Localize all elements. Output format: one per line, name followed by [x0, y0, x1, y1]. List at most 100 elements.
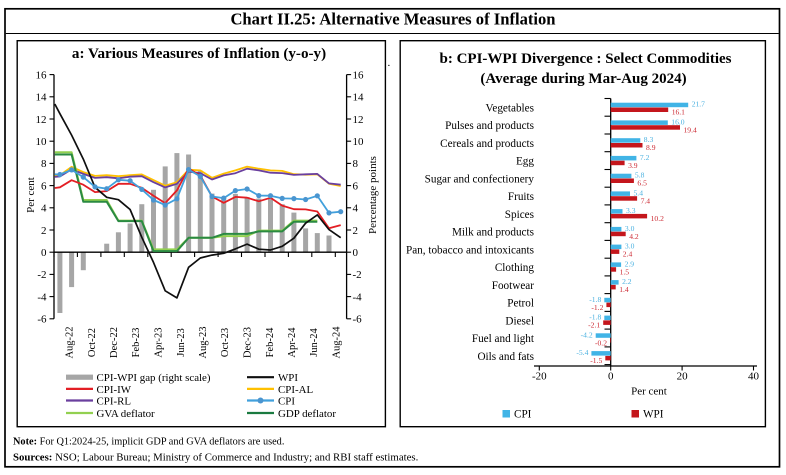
svg-text:Aug-22: Aug-22	[65, 326, 76, 358]
svg-text:-6: -6	[353, 314, 363, 326]
svg-text:CPI-RL: CPI-RL	[97, 396, 132, 408]
svg-text:Apr-24: Apr-24	[287, 327, 298, 358]
svg-text:0: 0	[608, 371, 614, 383]
svg-text:Dec-22: Dec-22	[109, 327, 120, 358]
svg-text:Aug-23: Aug-23	[198, 326, 209, 358]
svg-text:Pulses and products: Pulses and products	[445, 120, 534, 132]
svg-text:16.0: 16.0	[671, 117, 684, 126]
svg-text:Dec-23: Dec-23	[243, 327, 254, 358]
svg-text:8: 8	[353, 158, 359, 170]
svg-text:8.9: 8.9	[646, 143, 656, 152]
svg-text:7.2: 7.2	[640, 153, 650, 162]
svg-text:-6: -6	[37, 314, 47, 326]
svg-text:CPI-AL: CPI-AL	[278, 384, 313, 396]
svg-text:a: Various Measures of Inflati: a: Various Measures of Inflation (y-o-y)	[72, 46, 326, 62]
svg-text:Footwear: Footwear	[492, 280, 535, 292]
svg-text:-2: -2	[353, 269, 362, 281]
svg-text:Jun-24: Jun-24	[309, 327, 320, 356]
svg-text:CPI: CPI	[514, 409, 532, 421]
svg-text:CPI-IW: CPI-IW	[97, 384, 132, 396]
svg-text:Sugar and confectionery: Sugar and confectionery	[425, 173, 535, 185]
svg-text:3.0: 3.0	[625, 242, 635, 251]
svg-text:Fuel and light: Fuel and light	[472, 333, 535, 345]
svg-text:16: 16	[353, 69, 365, 81]
svg-text:3.3: 3.3	[626, 206, 636, 215]
svg-text:6: 6	[41, 180, 47, 192]
svg-text:6: 6	[353, 180, 359, 192]
svg-text:10: 10	[36, 136, 48, 148]
svg-text:4.2: 4.2	[629, 232, 639, 241]
svg-text:-20: -20	[532, 371, 547, 383]
svg-text:16.1: 16.1	[672, 108, 685, 117]
svg-text:Fruits: Fruits	[508, 191, 534, 203]
svg-text:-4: -4	[353, 291, 363, 303]
svg-text:Aug-24: Aug-24	[332, 326, 343, 359]
svg-text:21.7: 21.7	[692, 100, 705, 109]
svg-text:Note: For Q1:2024-25, implicit: Note: For Q1:2024-25, implicit GDP and G…	[13, 437, 284, 448]
svg-text:0: 0	[353, 247, 359, 259]
svg-text:2.2: 2.2	[622, 277, 632, 286]
svg-text:.: .	[388, 57, 391, 69]
svg-text:-1.2: -1.2	[591, 303, 603, 312]
svg-text:12: 12	[36, 114, 47, 126]
svg-text:12: 12	[353, 114, 364, 126]
svg-text:-1.8: -1.8	[589, 313, 601, 322]
svg-text:10: 10	[353, 136, 365, 148]
svg-text:GVA deflator: GVA deflator	[97, 408, 156, 420]
svg-text:2: 2	[353, 225, 359, 237]
svg-text:-4.2: -4.2	[581, 330, 593, 339]
svg-text:Vegetables: Vegetables	[486, 102, 534, 114]
svg-text:WPI: WPI	[278, 372, 298, 384]
svg-text:40: 40	[748, 371, 760, 383]
svg-text:2: 2	[41, 225, 47, 237]
svg-text:GDP deflator: GDP deflator	[278, 408, 336, 420]
svg-text:Jun-23: Jun-23	[176, 328, 187, 357]
svg-text:(Average during Mar-Aug 2024): (Average during Mar-Aug 2024)	[480, 71, 686, 87]
svg-text:-5.4: -5.4	[576, 348, 588, 357]
svg-text:4: 4	[41, 203, 47, 215]
svg-text:Clothing: Clothing	[495, 262, 535, 274]
svg-text:1.4: 1.4	[619, 285, 629, 294]
svg-text:2.4: 2.4	[623, 250, 633, 259]
svg-text:Diesel: Diesel	[505, 315, 534, 327]
svg-text:Apr-23: Apr-23	[154, 327, 165, 357]
svg-text:Oct-23: Oct-23	[220, 328, 231, 357]
svg-text:Percentage points: Percentage points	[367, 156, 379, 234]
svg-text:CPI-WPI gap (right scale): CPI-WPI gap (right scale)	[97, 372, 211, 384]
svg-text:Cereals and products: Cereals and products	[440, 138, 534, 150]
svg-text:20: 20	[677, 371, 689, 383]
svg-text:Per cent: Per cent	[631, 386, 667, 398]
svg-text:14: 14	[353, 92, 365, 104]
svg-text:-0.2: -0.2	[595, 338, 607, 347]
svg-text:Per cent: Per cent	[25, 177, 37, 213]
svg-text:-4: -4	[37, 291, 47, 303]
svg-text:b: CPI-WPI Divergence : Select: b: CPI-WPI Divergence : Select Commoditi…	[439, 51, 731, 67]
svg-text:Petrol: Petrol	[507, 298, 534, 310]
svg-text:8: 8	[41, 158, 47, 170]
svg-text:0: 0	[41, 247, 47, 259]
svg-text:Oils and fats: Oils and fats	[477, 351, 534, 363]
svg-text:-2.1: -2.1	[588, 321, 600, 330]
svg-text:-1.8: -1.8	[589, 295, 601, 304]
svg-text:5.8: 5.8	[635, 171, 645, 180]
svg-text:Sources: NSO; Labour Bureau; M: Sources: NSO; Labour Bureau; Ministry of…	[13, 452, 418, 464]
svg-text:Chart II.25: Alternative Measu: Chart II.25: Alternative Measures of Inf…	[230, 10, 555, 29]
svg-text:CPI: CPI	[278, 396, 295, 408]
svg-text:Pan, tobacco and intoxicants: Pan, tobacco and intoxicants	[406, 244, 534, 256]
svg-text:16: 16	[36, 69, 48, 81]
svg-text:19.4: 19.4	[684, 125, 697, 134]
svg-text:10.2: 10.2	[651, 214, 664, 223]
svg-text:3.9: 3.9	[628, 161, 638, 170]
svg-text:7.4: 7.4	[641, 196, 651, 205]
svg-text:WPI: WPI	[643, 409, 664, 421]
svg-text:Egg: Egg	[516, 156, 534, 168]
svg-text:Milk and products: Milk and products	[452, 227, 534, 239]
svg-text:5.4: 5.4	[634, 188, 644, 197]
svg-text:14: 14	[36, 92, 48, 104]
svg-text:4: 4	[353, 203, 359, 215]
svg-text:Oct-22: Oct-22	[87, 328, 98, 357]
svg-text:1.5: 1.5	[620, 267, 630, 276]
svg-text:3.0: 3.0	[625, 224, 635, 233]
svg-text:-1.5: -1.5	[590, 356, 602, 365]
svg-text:-2: -2	[37, 269, 46, 281]
